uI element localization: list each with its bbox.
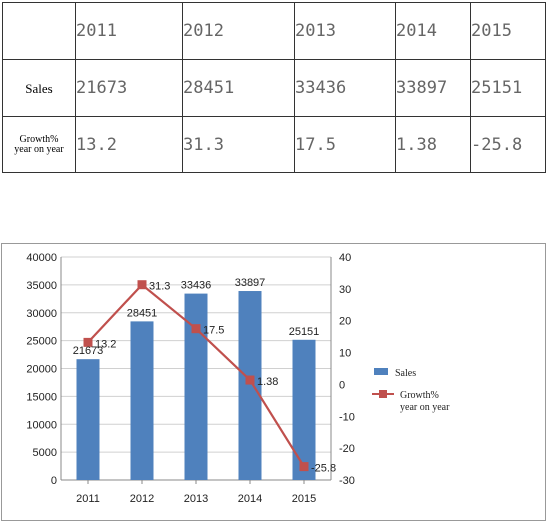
- sales-data-label: 33436: [181, 280, 212, 292]
- year-cell: 2013: [294, 2, 396, 60]
- legend-growth-label-line2: year on year: [400, 402, 450, 413]
- growth-row: Growth% year on year 13.2 31.3 17.5 1.38…: [2, 116, 546, 173]
- y-left-tick-label: 35000: [26, 280, 57, 292]
- growth-data-label: 31.3: [149, 281, 170, 293]
- y-right-tick-label: -20: [339, 443, 355, 455]
- legend-growth-label-line1: Growth%: [400, 390, 439, 401]
- growth-marker: [191, 324, 201, 334]
- sales-row-label: Sales: [2, 59, 76, 117]
- table-corner-cell: [2, 2, 76, 60]
- growth-marker: [137, 280, 147, 290]
- growth-marker: [245, 375, 255, 385]
- sales-bar: [184, 293, 208, 480]
- y-left-tick-label: 15000: [26, 391, 57, 403]
- y-right-tick-label: 0: [339, 379, 345, 391]
- growth-marker: [299, 462, 309, 472]
- x-tick-label: 2014: [238, 493, 262, 505]
- y-right-tick-label: 40: [339, 252, 351, 264]
- sales-bar: [238, 291, 262, 480]
- growth-row-label: Growth% year on year: [2, 116, 76, 173]
- y-left-tick-label: 40000: [26, 252, 57, 264]
- chart-frame: [1, 243, 546, 521]
- sales-bar: [292, 339, 316, 480]
- year-cell: 2015: [470, 2, 546, 60]
- sales-data-label: 25151: [289, 326, 320, 338]
- sales-data-label: 28451: [127, 307, 158, 319]
- y-left-tick-label: 20000: [26, 364, 57, 376]
- legend-sales-label: Sales: [395, 368, 416, 379]
- growth-data-label: 17.5: [203, 325, 224, 337]
- growth-cell: 17.5: [294, 116, 396, 173]
- y-right-tick-label: 20: [339, 316, 351, 328]
- sales-cell: 33897: [395, 59, 471, 117]
- sales-row: Sales 21673 28451 33436 33897 25151: [2, 59, 546, 117]
- y-left-tick-label: 0: [51, 475, 57, 487]
- growth-cell: -25.8: [470, 116, 546, 173]
- y-right-tick-label: -30: [339, 475, 355, 487]
- y-right-tick-label: -10: [339, 411, 355, 423]
- x-tick-label: 2012: [130, 493, 154, 505]
- growth-cell: 13.2: [75, 116, 183, 173]
- y-right-tick-label: 30: [339, 284, 351, 296]
- growth-label-line1: Growth%: [19, 133, 59, 145]
- x-tick-label: 2011: [76, 493, 100, 505]
- growth-data-label: 13.2: [95, 338, 116, 350]
- growth-marker: [83, 337, 93, 347]
- x-tick-label: 2013: [184, 493, 208, 505]
- sales-cell: 25151: [470, 59, 546, 117]
- sales-bar: [76, 359, 100, 480]
- y-left-tick-label: 30000: [26, 308, 57, 320]
- sales-cell: 33436: [294, 59, 396, 117]
- legend-sales-swatch: [374, 368, 388, 375]
- data-table: 2011 2012 2013 2014 2015 Sales 21673 284…: [2, 2, 546, 173]
- growth-label-line2: year on year: [14, 143, 64, 155]
- y-left-tick-label: 10000: [26, 419, 57, 431]
- x-tick-label: 2015: [292, 493, 316, 505]
- sales-bar: [130, 321, 154, 480]
- growth-data-label: 1.38: [257, 376, 278, 388]
- legend-growth-marker: [379, 390, 387, 398]
- growth-cell: 1.38: [395, 116, 471, 173]
- growth-data-label: -25.8: [311, 463, 336, 475]
- sales-data-label: 21673: [73, 345, 104, 357]
- y-left-tick-label: 5000: [33, 447, 57, 459]
- y-left-tick-label: 25000: [26, 336, 57, 348]
- sales-data-label: 33897: [235, 277, 266, 289]
- y-right-tick-label: 10: [339, 348, 351, 360]
- growth-cell: 31.3: [182, 116, 295, 173]
